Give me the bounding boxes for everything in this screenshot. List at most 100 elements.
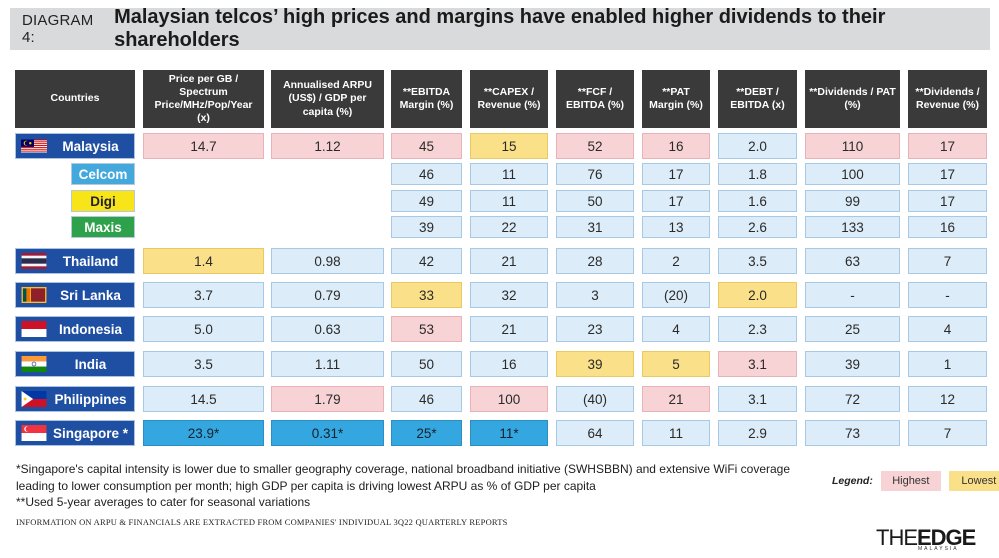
country-indonesia: Indonesia [15,316,135,342]
thailand-flag-icon [21,253,47,269]
cell-thailand-col4: 42 [391,248,462,274]
cell-sri-lanka-col2: 3.7 [143,282,264,308]
cell-thailand-col7: 2 [642,248,710,274]
cell-sri-lanka-col8: 2.0 [718,282,797,308]
cell-malaysia-col5: 15 [470,133,548,159]
cell-malaysia-col3: 1.12 [271,133,384,159]
country-name: Sri Lanka [60,287,121,303]
cell-malaysia-col8: 2.0 [718,133,797,159]
cell-singapore-col7: 11 [642,420,710,446]
cell-thailand-col2: 1.4 [143,248,264,274]
cell-sri-lanka-col5: 32 [470,282,548,308]
cell-india-col6: 39 [556,351,634,377]
cell-philippines-col4: 46 [391,386,462,412]
cell-maxis-col10: 16 [908,216,987,238]
malaysia-flag-icon [21,138,47,154]
column-header-3: Annualised ARPU (US$) / GDP per capita (… [271,70,384,128]
column-header-1: Countries [15,70,135,128]
column-header-6: **FCF / EBITDA (%) [556,70,634,128]
cell-digi-col10: 17 [908,190,987,212]
cell-india-col9: 39 [805,351,900,377]
operator-maxis: Maxis [71,216,135,238]
cell-thailand-col9: 63 [805,248,900,274]
cell-singapore-col2: 23.9* [143,420,264,446]
chart-title: Malaysian telcos’ high prices and margin… [114,6,886,51]
cell-indonesia-col7: 4 [642,316,710,342]
cell-celcom-col10: 17 [908,163,987,185]
title-bar: DIAGRAM 4: Malaysian telcos’ high prices… [10,6,990,51]
cell-philippines-col7: 21 [642,386,710,412]
footnotes: *Singapore's capital intensity is lower … [16,461,816,511]
cell-india-col2: 3.5 [143,351,264,377]
cell-indonesia-col5: 21 [470,316,548,342]
country-name: Malaysia [62,138,119,154]
country-philippines: Philippines [15,386,135,412]
country-malaysia: Malaysia [15,133,135,159]
country-name: India [74,356,107,372]
country-sri-lanka: Sri Lanka [15,282,135,308]
cell-thailand-col6: 28 [556,248,634,274]
cell-digi-col7: 17 [642,190,710,212]
cell-singapore-col4: 25* [391,420,462,446]
india-flag-icon [21,356,47,372]
cell-thailand-col3: 0.98 [271,248,384,274]
title-prefix: DIAGRAM 4: [22,12,94,46]
cell-malaysia-col9: 110 [805,133,900,159]
cell-digi-col4: 49 [391,190,462,212]
logo-subtitle: MALAYSIA [918,546,959,552]
legend-label: Legend: [832,475,873,487]
cell-philippines-col9: 72 [805,386,900,412]
cell-maxis-col8: 2.6 [718,216,797,238]
cell-maxis-col4: 39 [391,216,462,238]
cell-india-col10: 1 [908,351,987,377]
cell-sri-lanka-col6: 3 [556,282,634,308]
cell-philippines-col5: 100 [470,386,548,412]
cell-malaysia-col10: 17 [908,133,987,159]
column-header-8: **DEBT / EBITDA (x) [718,70,797,128]
cell-indonesia-col6: 23 [556,316,634,342]
column-header-7: **PAT Margin (%) [642,70,710,128]
cell-indonesia-col9: 25 [805,316,900,342]
cell-india-col5: 16 [470,351,548,377]
country-thailand: Thailand [15,248,135,274]
cell-thailand-col8: 3.5 [718,248,797,274]
singapore-flag-icon [21,425,47,441]
cell-celcom-col6: 76 [556,163,634,185]
cell-malaysia-col2: 14.7 [143,133,264,159]
cell-philippines-col2: 14.5 [143,386,264,412]
cell-celcom-col9: 100 [805,163,900,185]
legend: Legend: Highest Lowest [832,471,999,491]
cell-sri-lanka-col7: (20) [642,282,710,308]
cell-singapore-col6: 64 [556,420,634,446]
cell-indonesia-col2: 5.0 [143,316,264,342]
country-name: Indonesia [58,321,122,337]
srilanka-flag-icon [21,287,47,303]
operator-digi: Digi [71,190,135,212]
cell-philippines-col3: 1.79 [271,386,384,412]
cell-india-col7: 5 [642,351,710,377]
cell-maxis-col7: 13 [642,216,710,238]
cell-singapore-col8: 2.9 [718,420,797,446]
philippines-flag-icon [21,391,47,407]
cell-philippines-col6: (40) [556,386,634,412]
cell-digi-col9: 99 [805,190,900,212]
cell-digi-col5: 11 [470,190,548,212]
cell-digi-col8: 1.6 [718,190,797,212]
column-header-4: **EBITDA Margin (%) [391,70,462,128]
cell-maxis-col5: 22 [470,216,548,238]
cell-indonesia-col8: 2.3 [718,316,797,342]
the-edge-logo: THEEDGE [876,525,976,550]
indonesia-flag-icon [21,321,47,337]
country-singapore: Singapore * [15,420,135,446]
country-india: India [15,351,135,377]
comparison-table: Countries Price per GB / Spectrum Price/M… [15,70,987,453]
cell-sri-lanka-col3: 0.79 [271,282,384,308]
column-header-5: **CAPEX / Revenue (%) [470,70,548,128]
cell-celcom-col5: 11 [470,163,548,185]
cell-indonesia-col10: 4 [908,316,987,342]
column-header-9: **Dividends / PAT (%) [805,70,900,128]
legend-lowest: Lowest [948,471,999,491]
country-name: Thailand [62,253,119,269]
cell-maxis-col6: 31 [556,216,634,238]
legend-highest: Highest [880,471,941,491]
